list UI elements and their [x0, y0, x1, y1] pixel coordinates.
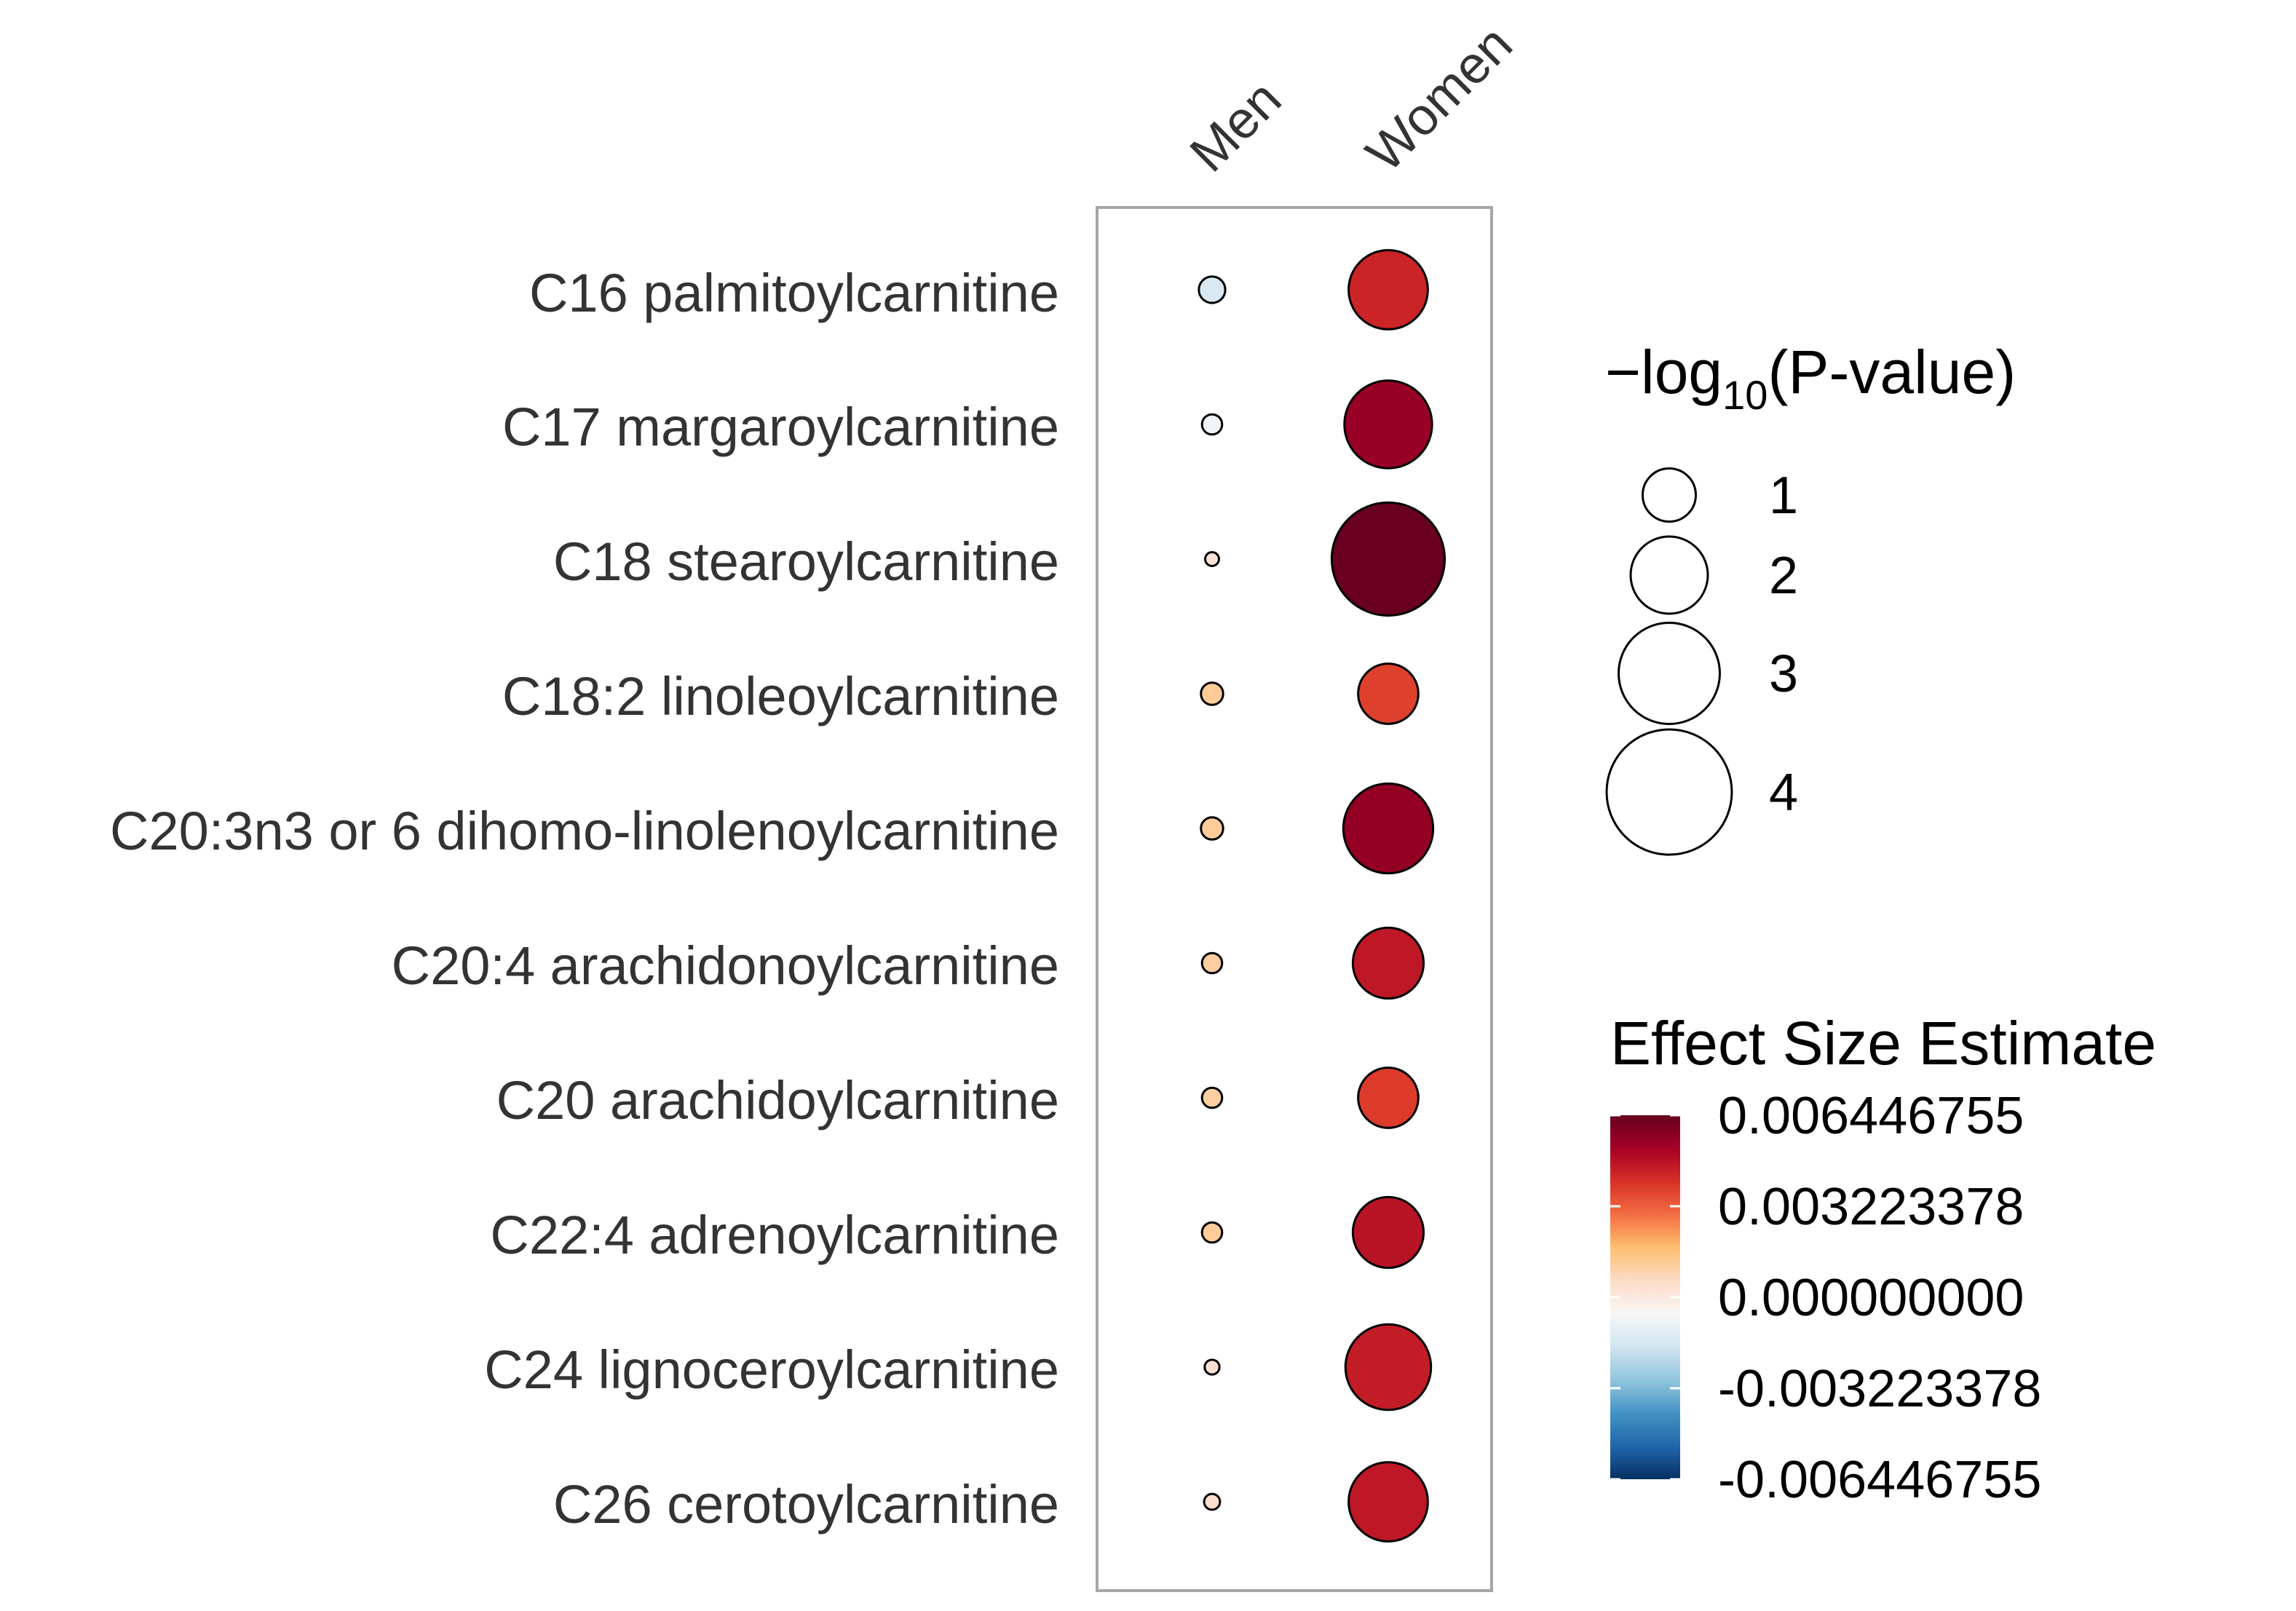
bubble-point — [1200, 816, 1224, 841]
bubble-series — [1198, 249, 1446, 1543]
bubble-point — [1351, 1195, 1425, 1270]
row-label: C17 margaroylcarnitine — [502, 397, 1059, 457]
bubble-point — [1342, 782, 1435, 875]
bubble-point — [1203, 1492, 1222, 1511]
row-label: C26 cerotoylcarnitine — [553, 1474, 1059, 1535]
row-label: C24 lignoceroylcarnitine — [484, 1339, 1059, 1400]
row-labels: C16 palmitoylcarnitine C17 margaroylcarn… — [110, 263, 1059, 1535]
bubble-point — [1347, 1461, 1429, 1543]
bubble-point — [1344, 1323, 1433, 1412]
size-legend-circle — [1642, 467, 1697, 523]
row-label: C22:4 adrenoylcarnitine — [490, 1205, 1059, 1265]
colorbar-tick-label: 0.000000000 — [1718, 1269, 2024, 1327]
row-label: C20:4 arachidonoylcarnitine — [392, 935, 1059, 996]
size-legend-circle — [1618, 622, 1721, 725]
size-legend-label: 1 — [1769, 467, 1798, 525]
colorbar-ticks: 0.006446755 0.003223378 0.000000000 -0.0032… — [1610, 1087, 2041, 1509]
size-legend-title-prefix: −log — [1605, 338, 1722, 406]
column-label-women: Women — [1355, 15, 1524, 183]
row-label: C20 arachidoylcarnitine — [496, 1070, 1059, 1131]
size-legend-title-suffix: (P-value) — [1767, 338, 2016, 406]
size-legend-label: 2 — [1769, 547, 1798, 605]
row-label: C16 palmitoylcarnitine — [529, 263, 1059, 323]
plot-panel — [1096, 206, 1493, 1592]
size-legend: −log10(P-value) 1 2 3 4 — [1605, 338, 2016, 856]
colorbar-tick-label: -0.006446755 — [1718, 1451, 2041, 1509]
bubble-point — [1200, 951, 1224, 975]
color-legend-title: Effect Size Estimate — [1610, 1009, 2156, 1077]
bubble-point — [1343, 379, 1433, 470]
bubble-point — [1357, 662, 1420, 725]
column-label-men: Men — [1179, 70, 1293, 183]
colorbar-tick-label: 0.006446755 — [1718, 1087, 2024, 1145]
size-legend-label: 4 — [1769, 764, 1798, 822]
bubble-point — [1200, 681, 1224, 706]
size-legend-title: −log10(P-value) — [1605, 338, 2016, 418]
bubble-point — [1330, 501, 1446, 617]
bubble-point — [1200, 413, 1224, 436]
color-legend: Effect Size Estimate 0.006446755 0.003223… — [1610, 1009, 2156, 1509]
row-label: C18:2 linoleoylcarnitine — [502, 666, 1059, 727]
size-legend-circle — [1605, 728, 1733, 856]
size-legend-label: 3 — [1769, 645, 1798, 703]
bubble-point — [1200, 1086, 1224, 1109]
bubble-point — [1351, 926, 1425, 1000]
row-label: C20:3n3 or 6 dihomo-linolenoylcarnitine — [110, 801, 1059, 861]
bubble-point — [1204, 551, 1220, 567]
bubble-point — [1198, 275, 1227, 304]
bubble-point — [1357, 1066, 1420, 1129]
bubble-point — [1347, 249, 1429, 330]
size-legend-circle — [1629, 535, 1709, 615]
bubble-point — [1203, 1358, 1221, 1376]
bubble-point — [1200, 1221, 1224, 1244]
row-label: C18 stearoylcarnitine — [553, 531, 1059, 592]
size-legend-title-sub: 10 — [1722, 372, 1767, 418]
size-legend-items: 1 2 3 4 — [1605, 467, 1798, 856]
colorbar-tick-label: -0.003223378 — [1718, 1360, 2041, 1418]
colorbar-tick-label: 0.003223378 — [1718, 1178, 2024, 1236]
colorbar — [1610, 1115, 1680, 1479]
